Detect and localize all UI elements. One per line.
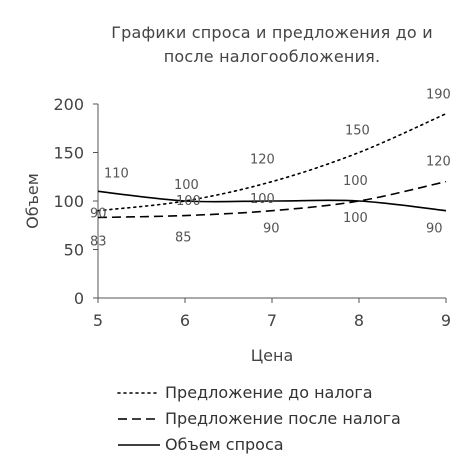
legend-label-3: Объем спроса — [165, 435, 284, 454]
x-tick-label: 7 — [267, 311, 277, 330]
series-line-2 — [97, 180, 447, 219]
data-label: 85 — [175, 231, 192, 246]
data-label: 90 — [426, 222, 443, 237]
series-lines — [97, 112, 447, 219]
x-tick-label: 8 — [354, 311, 364, 330]
data-label: 90 — [263, 222, 280, 237]
legend-label-2: Предложение после налога — [165, 409, 401, 428]
x-tick-label: 9 — [441, 311, 451, 330]
data-label: 190 — [426, 88, 451, 103]
data-label: 120 — [426, 155, 451, 170]
data-label: 120 — [250, 153, 275, 168]
data-label: 100 — [174, 178, 199, 193]
data-label: 150 — [345, 124, 370, 139]
data-label: 100 — [250, 192, 275, 207]
chart-title-line-2: после налогообложения. — [164, 47, 381, 66]
chart-title-line-1: Графики спроса и предложения до и — [111, 23, 433, 42]
x-tick-label: 6 — [180, 311, 190, 330]
data-label: 90 — [90, 207, 107, 222]
x-axis-title: Цена — [251, 346, 294, 365]
y-tick-label: 100 — [53, 192, 84, 211]
axes: 0 50 100 150 200 5 6 7 8 9 — [53, 95, 451, 330]
series-line-1 — [97, 112, 447, 212]
y-tick-label: 150 — [53, 144, 84, 163]
data-label: 110 — [104, 166, 129, 181]
data-label: 100 — [343, 174, 368, 189]
x-tick-label: 5 — [93, 311, 103, 330]
legend-label-1: Предложение до налога — [165, 383, 373, 402]
y-tick-label: 200 — [53, 95, 84, 114]
y-tick-label: 50 — [64, 241, 84, 260]
y-axis-title: Объем — [23, 173, 42, 229]
data-label: 100 — [176, 194, 201, 209]
y-tick-label: 0 — [74, 289, 84, 308]
data-label: 100 — [343, 211, 368, 226]
data-label: 83 — [90, 234, 107, 249]
series-line-3 — [97, 190, 447, 212]
legend: Предложение до налога Предложение после н… — [117, 383, 401, 454]
